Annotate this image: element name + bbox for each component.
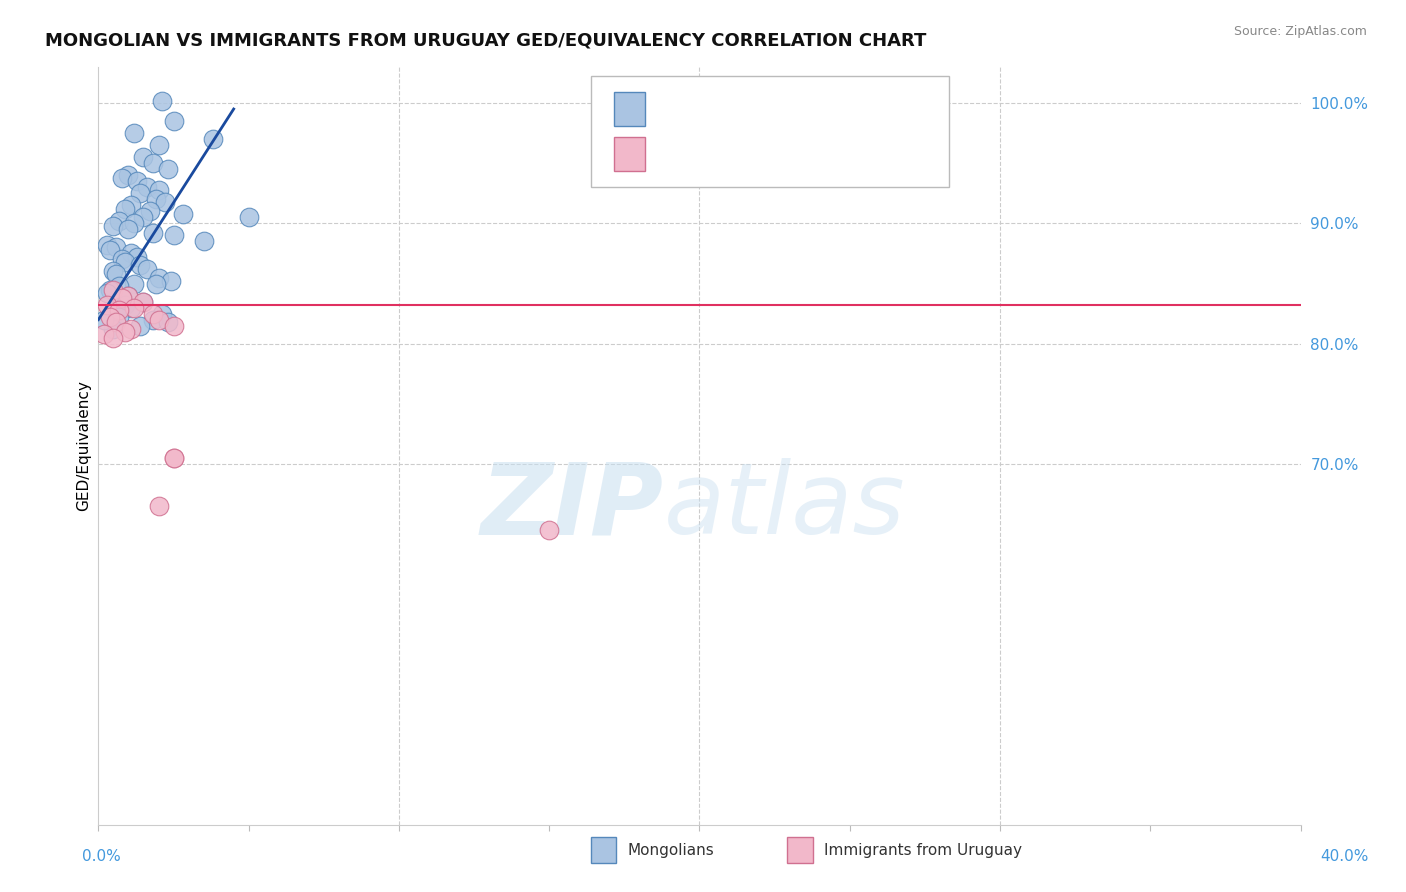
Point xyxy=(121,322,143,336)
Point xyxy=(148,499,170,513)
Point xyxy=(103,264,125,278)
Point xyxy=(201,132,224,146)
Point xyxy=(153,194,176,209)
Point xyxy=(121,246,143,260)
Point xyxy=(105,240,128,254)
Point xyxy=(132,211,155,225)
Point xyxy=(111,252,134,267)
Point xyxy=(108,279,131,293)
Point xyxy=(103,322,125,336)
Point xyxy=(103,283,125,297)
Point xyxy=(96,298,118,312)
Text: 40.0%: 40.0% xyxy=(1320,849,1368,863)
Text: MONGOLIAN VS IMMIGRANTS FROM URUGUAY GED/EQUIVALENCY CORRELATION CHART: MONGOLIAN VS IMMIGRANTS FROM URUGUAY GED… xyxy=(45,31,927,49)
Text: R =: R = xyxy=(659,100,696,118)
Point xyxy=(162,228,184,243)
Point xyxy=(135,180,157,194)
Text: -0.002: -0.002 xyxy=(699,145,763,163)
Point xyxy=(162,450,184,465)
Text: atlas: atlas xyxy=(664,458,905,555)
Point xyxy=(117,288,139,302)
Point xyxy=(111,291,134,305)
Point xyxy=(111,170,134,185)
Point xyxy=(121,301,143,315)
Point xyxy=(100,243,122,257)
Text: 60: 60 xyxy=(793,100,818,118)
Point xyxy=(141,226,163,240)
Point xyxy=(124,126,146,140)
Point xyxy=(114,202,136,216)
Point xyxy=(103,219,125,233)
Point xyxy=(114,255,136,269)
Text: Source: ZipAtlas.com: Source: ZipAtlas.com xyxy=(1233,25,1367,38)
Point xyxy=(150,307,173,321)
Point xyxy=(148,270,170,285)
Text: ZIP: ZIP xyxy=(481,458,664,555)
Point xyxy=(141,312,163,326)
Point xyxy=(193,235,215,249)
Point xyxy=(117,168,139,182)
Point xyxy=(148,312,170,326)
Text: 0.0%: 0.0% xyxy=(82,849,121,863)
Point xyxy=(100,283,122,297)
Text: Mongolians: Mongolians xyxy=(627,843,714,857)
Point xyxy=(108,214,131,228)
Point xyxy=(103,331,125,345)
Point xyxy=(138,204,160,219)
Point xyxy=(93,327,115,342)
Point xyxy=(145,277,167,291)
Point xyxy=(111,291,134,305)
Point xyxy=(96,238,118,252)
Text: 0.361: 0.361 xyxy=(699,100,755,118)
Point xyxy=(124,301,146,315)
Point xyxy=(124,277,146,291)
Point xyxy=(141,307,163,321)
Point xyxy=(132,294,155,309)
Point xyxy=(172,207,194,221)
Point xyxy=(150,94,173,108)
Point xyxy=(124,216,146,230)
Point xyxy=(129,259,152,273)
Point xyxy=(156,315,179,329)
Point xyxy=(114,298,136,312)
Point xyxy=(129,318,152,333)
Point xyxy=(121,198,143,212)
Point xyxy=(132,150,155,164)
Point xyxy=(96,286,118,301)
Point xyxy=(148,138,170,153)
Point xyxy=(156,162,179,177)
Point xyxy=(105,303,128,318)
Point xyxy=(117,288,139,302)
Point xyxy=(598,87,620,101)
Point xyxy=(100,310,122,325)
Text: Immigrants from Uruguay: Immigrants from Uruguay xyxy=(824,843,1022,857)
Point xyxy=(148,183,170,197)
Point xyxy=(93,312,115,326)
Point xyxy=(127,174,149,188)
Point xyxy=(105,315,128,329)
Point xyxy=(117,222,139,236)
Point xyxy=(145,192,167,206)
Point xyxy=(129,186,152,201)
Text: 18: 18 xyxy=(793,145,818,163)
Text: N =: N = xyxy=(761,100,797,118)
Text: R =: R = xyxy=(659,145,696,163)
Point xyxy=(108,303,131,318)
Point xyxy=(135,262,157,277)
Point xyxy=(141,156,163,170)
Point xyxy=(162,114,184,128)
Point xyxy=(132,294,155,309)
Point xyxy=(127,250,149,264)
Point xyxy=(162,318,184,333)
Point xyxy=(598,87,620,101)
Point xyxy=(162,450,184,465)
Point xyxy=(538,523,561,537)
Text: N =: N = xyxy=(761,145,797,163)
Y-axis label: GED/Equivalency: GED/Equivalency xyxy=(76,381,91,511)
Point xyxy=(159,274,181,288)
Point xyxy=(105,267,128,281)
Point xyxy=(114,325,136,339)
Point xyxy=(108,310,131,325)
Point xyxy=(238,211,260,225)
